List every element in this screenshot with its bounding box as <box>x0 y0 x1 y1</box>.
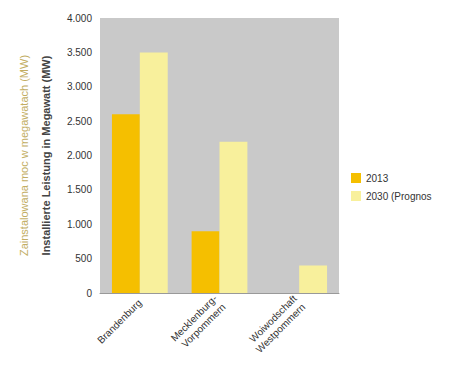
svg-text:Zainstalowana moc w megawatach: Zainstalowana moc w megawatach (MW) <box>18 55 30 256</box>
svg-text:Woiwodschaft: Woiwodschaft <box>247 292 299 345</box>
svg-text:Brandenburg: Brandenburg <box>95 297 144 346</box>
svg-text:3.000: 3.000 <box>67 81 92 92</box>
svg-text:2.000: 2.000 <box>67 150 92 161</box>
svg-text:4.000: 4.000 <box>67 13 92 24</box>
svg-text:0: 0 <box>86 288 92 299</box>
svg-text:Installierte Leistung in Megaw: Installierte Leistung in Megawatt (MW) <box>40 55 52 255</box>
svg-text:2013: 2013 <box>366 173 389 184</box>
svg-text:Westpommern: Westpommern <box>254 301 308 355</box>
svg-text:Vorpommern: Vorpommern <box>179 301 227 349</box>
svg-text:2030 (Prognos: 2030 (Prognos <box>366 191 432 202</box>
svg-text:500: 500 <box>75 253 92 264</box>
svg-text:Mecklenburg-: Mecklenburg- <box>168 292 220 344</box>
svg-text:2.500: 2.500 <box>67 116 92 127</box>
svg-text:1.000: 1.000 <box>67 219 92 230</box>
svg-text:3.500: 3.500 <box>67 47 92 58</box>
svg-text:1.500: 1.500 <box>67 184 92 195</box>
